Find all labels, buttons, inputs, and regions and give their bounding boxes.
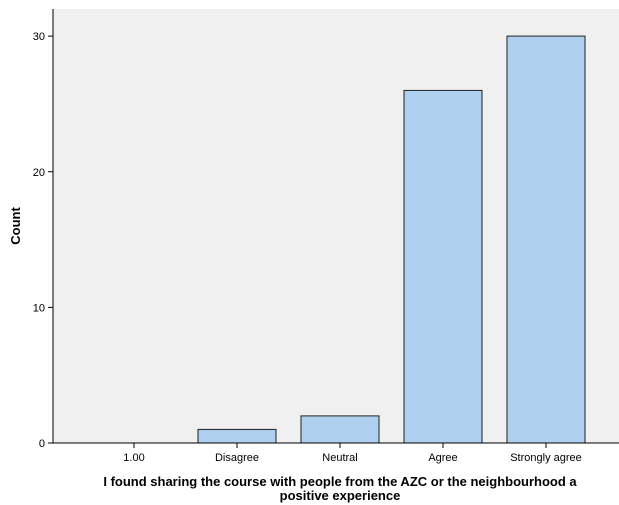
bar-disagree [197,428,277,444]
y-axis-title: Count [8,207,23,245]
y-axis: 0 10 20 30 [33,9,54,450]
x-axis: 1.00 Disagree Neutral Agree Strongly agree [53,442,619,464]
x-tick-label: Agree [428,452,457,464]
y-tick-label: 0 [39,438,45,450]
bar-agree [403,89,483,444]
bars-group [197,35,586,444]
x-tick-label: Strongly agree [510,452,582,464]
x-tick-label: Neutral [322,452,357,464]
y-tick-label: 20 [33,167,45,179]
y-tick-label: 10 [33,302,45,314]
y-tick-label: 30 [33,31,45,43]
bar-strongly-agree [506,35,586,444]
x-axis-title-line-1: I found sharing the course with people f… [103,474,577,489]
bar-neutral [300,415,380,444]
x-tick-label: Disagree [215,452,259,464]
x-tick-label: 1.00 [123,452,144,464]
x-axis-title-line-2: positive experience [280,488,401,503]
